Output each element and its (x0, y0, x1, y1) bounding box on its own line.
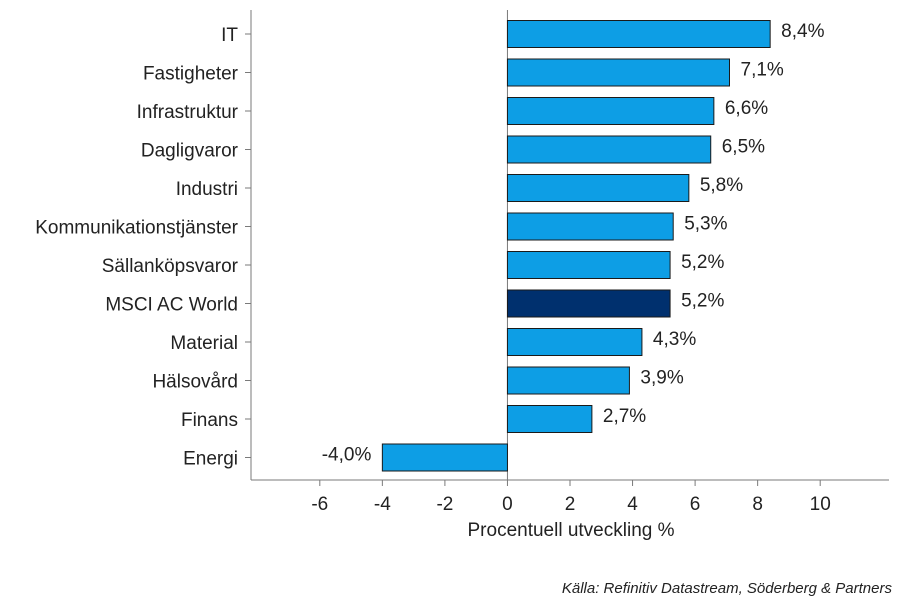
data-label: 8,4% (781, 21, 824, 42)
x-tick-label: 8 (752, 494, 763, 515)
category-label: Finans (181, 410, 238, 431)
x-tick-label: -4 (374, 494, 391, 515)
bar (506, 405, 593, 433)
category-label: Sällanköpsvaror (102, 256, 239, 277)
category-label: Industri (176, 179, 238, 200)
data-label: -4,0% (322, 445, 372, 466)
data-label: 5,2% (681, 291, 724, 312)
x-tick-label: 10 (810, 494, 831, 515)
bar (506, 212, 674, 241)
category-label: MSCI AC World (105, 295, 238, 316)
x-axis-label: Procentuell utveckling % (468, 520, 675, 541)
data-label: 6,6% (725, 98, 768, 119)
x-tick-label: -2 (436, 494, 453, 515)
bar (506, 58, 731, 87)
bar (506, 20, 771, 48)
bar (506, 97, 715, 125)
bar (506, 289, 671, 318)
category-label: IT (221, 25, 238, 46)
value-labels: 8,4% 7,1% 6,6% 6,5% 5,8% 5,3% 5,2% 5,2% 4,3% 3,9%… (322, 21, 825, 466)
data-label: 6,5% (722, 137, 765, 158)
bar (381, 443, 508, 472)
data-label: 5,2% (681, 252, 724, 273)
category-label: Energi (183, 449, 238, 470)
category-label: Dagligvaror (141, 141, 239, 162)
bar (506, 328, 643, 356)
bar (506, 251, 671, 279)
category-label: Hälsovård (152, 372, 238, 393)
category-labels: IT Fastigheter Infrastruktur Dagligvaror Ind… (35, 25, 251, 470)
data-label: 5,8% (700, 175, 743, 196)
data-label: 4,3% (653, 329, 696, 350)
x-tick-label: -6 (311, 494, 328, 515)
x-axis-ticks: -6 -4 -2 0 2 4 6 8 10 (311, 480, 831, 515)
x-tick-label: 6 (690, 494, 701, 515)
category-label: Infrastruktur (137, 102, 239, 123)
bar (506, 366, 630, 395)
bar (506, 135, 712, 164)
x-tick-label: 4 (627, 494, 638, 515)
source-note: Källa: Refinitiv Datastream, Söderberg &… (561, 580, 892, 597)
data-label: 5,3% (684, 214, 727, 235)
data-label: 3,9% (640, 368, 683, 389)
data-label: 2,7% (603, 406, 646, 427)
bar (506, 174, 690, 202)
bars (381, 20, 771, 472)
x-tick-label: 0 (502, 494, 513, 515)
category-label: Kommunikationstjänster (35, 218, 238, 239)
category-label: Material (170, 333, 238, 354)
data-label: 7,1% (741, 60, 784, 81)
category-label: Fastigheter (143, 64, 239, 85)
x-tick-label: 2 (565, 494, 576, 515)
